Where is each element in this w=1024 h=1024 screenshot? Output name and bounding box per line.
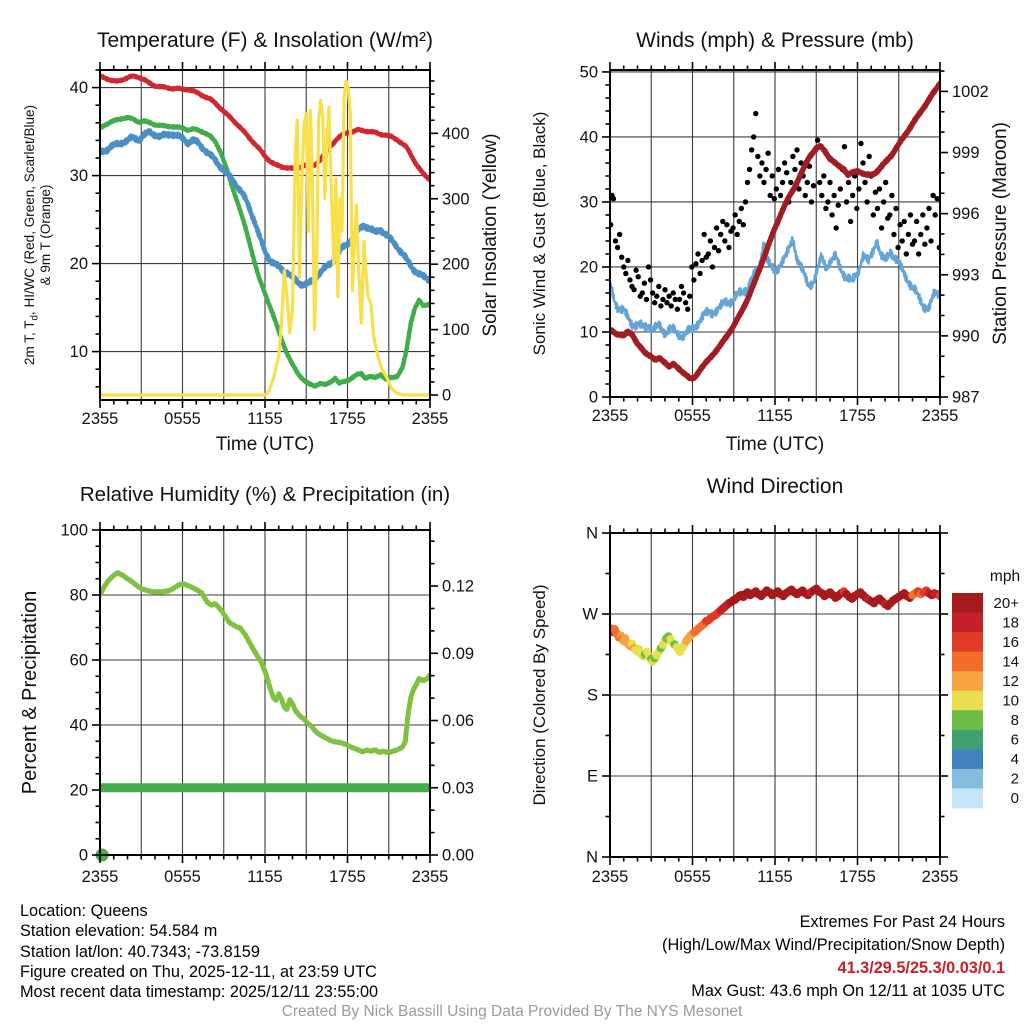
svg-text:100: 100 xyxy=(60,522,88,540)
svg-text:30: 30 xyxy=(580,193,598,211)
svg-text:0: 0 xyxy=(589,389,598,407)
svg-text:W: W xyxy=(582,606,598,624)
svg-text:18: 18 xyxy=(1002,614,1019,631)
data-timestamp: Most recent data timestamp: 2025/12/11 2… xyxy=(20,983,379,1002)
svg-text:Winds (mph) & Pressure (mb): Winds (mph) & Pressure (mb) xyxy=(636,29,914,52)
svg-text:1155: 1155 xyxy=(247,410,282,428)
svg-text:Time (UTC): Time (UTC) xyxy=(726,434,825,455)
svg-text:80: 80 xyxy=(70,587,88,605)
svg-text:6: 6 xyxy=(1011,732,1019,749)
figure-created: Figure created on Thu, 2025-12-11, at 23… xyxy=(20,962,377,981)
svg-text:400: 400 xyxy=(442,125,470,143)
svg-text:1155: 1155 xyxy=(247,868,282,886)
svg-text:0.03: 0.03 xyxy=(442,779,474,797)
svg-text:100: 100 xyxy=(442,321,470,339)
svg-text:996: 996 xyxy=(952,205,980,223)
svg-text:30: 30 xyxy=(70,167,88,185)
svg-text:Percent & Precipitation: Percent & Precipitation xyxy=(19,591,41,794)
svg-text:Direction (Colored By Speed): Direction (Colored By Speed) xyxy=(530,584,549,805)
svg-text:14: 14 xyxy=(1002,653,1019,670)
humidity-precipitation-chart: 2355 0555 1155 1755 2355 0 20 40 60 80 100 0.00 0.03… xyxy=(0,460,512,905)
svg-text:0: 0 xyxy=(1011,790,1019,807)
svg-text:0.06: 0.06 xyxy=(442,712,474,730)
svg-text:Relative Humidity (%) & Precip: Relative Humidity (%) & Precipitation (i… xyxy=(80,483,450,506)
svg-text:2355: 2355 xyxy=(412,410,449,428)
svg-text:2: 2 xyxy=(1011,771,1019,788)
svg-text:40: 40 xyxy=(70,717,88,735)
svg-text:2355: 2355 xyxy=(922,868,959,886)
svg-text:0.09: 0.09 xyxy=(442,645,474,663)
extremes-subtitle: (High/Low/Max Wind/Precipitation/Snow De… xyxy=(662,936,1005,954)
svg-text:0555: 0555 xyxy=(164,868,201,886)
svg-text:20: 20 xyxy=(70,255,88,273)
station-elevation: Station elevation: 54.584 m xyxy=(20,922,218,941)
svg-text:987: 987 xyxy=(952,389,980,407)
svg-text:2355: 2355 xyxy=(592,868,629,886)
max-gust: Max Gust: 43.6 mph On 12/11 at 1035 UTC xyxy=(691,982,1005,1000)
svg-text:N: N xyxy=(586,849,598,867)
svg-text:2355: 2355 xyxy=(82,868,119,886)
svg-text:1755: 1755 xyxy=(329,410,366,428)
credit-line: Created By Nick Bassill Using Data Provi… xyxy=(281,1003,743,1020)
svg-text:10: 10 xyxy=(1002,693,1019,710)
station-location: Location: Queens xyxy=(20,902,148,920)
svg-text:993: 993 xyxy=(952,266,980,284)
svg-text:2355: 2355 xyxy=(412,868,449,886)
svg-text:8: 8 xyxy=(1011,712,1019,729)
svg-text:20+: 20+ xyxy=(994,595,1020,612)
svg-text:200: 200 xyxy=(442,256,470,274)
svg-text:60: 60 xyxy=(70,652,88,670)
svg-text:16: 16 xyxy=(1002,634,1019,651)
svg-text:Solar Insolation (Yellow): Solar Insolation (Yellow) xyxy=(480,133,501,336)
svg-text:0: 0 xyxy=(442,387,451,405)
svg-text:2355: 2355 xyxy=(922,407,959,425)
svg-text:10: 10 xyxy=(580,323,598,341)
svg-text:Station Pressure (Maroon): Station Pressure (Maroon) xyxy=(990,122,1011,345)
svg-text:1755: 1755 xyxy=(839,407,876,425)
svg-text:2m T, Td, HI/WC (Red, Green, S: 2m T, Td, HI/WC (Red, Green, Scarlet/Blu… xyxy=(22,105,41,365)
svg-text:40: 40 xyxy=(70,79,88,97)
svg-text:1002: 1002 xyxy=(952,83,989,101)
svg-text:S: S xyxy=(587,687,598,705)
station-info-block: Location: Queens Station elevation: 54.5… xyxy=(20,901,378,1002)
svg-text:0: 0 xyxy=(79,847,88,865)
svg-text:1155: 1155 xyxy=(757,407,792,425)
svg-text:999: 999 xyxy=(952,144,980,162)
svg-text:10: 10 xyxy=(70,343,88,361)
svg-text:Sonic Wind & Gust (Blue, Black: Sonic Wind & Gust (Blue, Black) xyxy=(530,112,549,356)
svg-text:2355: 2355 xyxy=(592,407,629,425)
svg-text:40: 40 xyxy=(580,128,598,146)
svg-text:20: 20 xyxy=(70,782,88,800)
svg-text:50: 50 xyxy=(580,63,598,81)
svg-text:N: N xyxy=(586,525,598,543)
svg-text:Wind Direction: Wind Direction xyxy=(707,475,844,498)
svg-text:0.12: 0.12 xyxy=(442,578,474,596)
svg-text:Temperature (F) & Insolation (: Temperature (F) & Insolation (W/m²) xyxy=(97,29,433,52)
wind-direction-chart: 2355 0555 1155 1755 2355 N W S E N Wind Direction D… xyxy=(512,460,1024,905)
svg-text:& 9m T (Orange): & 9m T (Orange) xyxy=(38,185,53,286)
svg-text:0.00: 0.00 xyxy=(442,847,474,865)
svg-text:0555: 0555 xyxy=(164,410,201,428)
extremes-title: Extremes For Past 24 Hours xyxy=(799,913,1005,931)
svg-text:Time (UTC): Time (UTC) xyxy=(216,434,315,455)
svg-text:4: 4 xyxy=(1011,751,1019,768)
extremes-values: 41.3/29.5/25.3/0.03/0.1 xyxy=(837,959,1005,977)
svg-text:12: 12 xyxy=(1002,673,1019,690)
station-latlon: Station lat/lon: 40.7343; -73.8159 xyxy=(20,942,260,961)
svg-text:0555: 0555 xyxy=(674,868,711,886)
extremes-block: Extremes For Past 24 Hours (High/Low/Max… xyxy=(662,911,1005,1003)
svg-text:990: 990 xyxy=(952,327,980,345)
svg-text:E: E xyxy=(587,768,598,786)
svg-text:1155: 1155 xyxy=(757,868,792,886)
svg-text:20: 20 xyxy=(580,258,598,276)
svg-text:1755: 1755 xyxy=(839,868,876,886)
svg-text:1755: 1755 xyxy=(329,868,366,886)
svg-text:mph: mph xyxy=(990,568,1020,585)
winds-pressure-chart: 2355 0555 1155 1755 2355 0 10 20 30 40 50 987 990 993… xyxy=(512,0,1024,460)
svg-text:0555: 0555 xyxy=(674,407,711,425)
temperature-insolation-chart: 2355 0555 1155 1755 2355 10 20 30 40 0 100 200 300 40… xyxy=(0,0,512,460)
svg-text:2355: 2355 xyxy=(82,410,119,428)
svg-text:300: 300 xyxy=(442,190,470,208)
